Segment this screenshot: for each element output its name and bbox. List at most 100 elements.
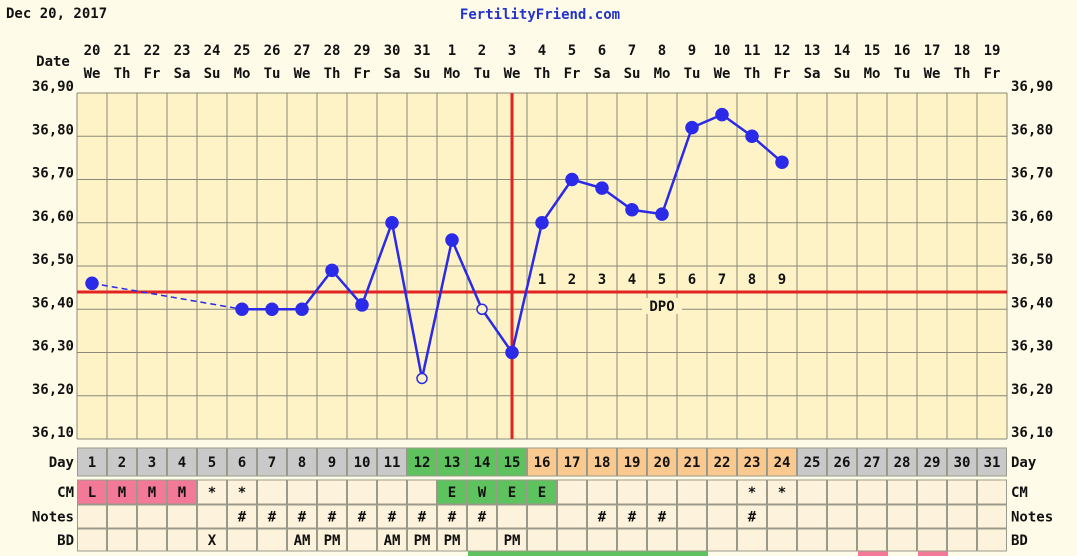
y-tick-label-right: 36,70: [1011, 166, 1053, 182]
row-cell: [527, 479, 557, 505]
x-tick-label: 17: [924, 43, 941, 59]
weekday-label: We: [714, 66, 731, 82]
weekday-label: Th: [744, 66, 761, 82]
weekday-label: Th: [114, 66, 131, 82]
row-cell: [497, 504, 527, 529]
row-cell: [917, 528, 947, 552]
weekday-label: Fr: [564, 66, 581, 82]
weekday-label: Sa: [384, 66, 401, 82]
row-cell: [707, 447, 737, 477]
row-cell: [377, 504, 407, 529]
row-cell: [377, 447, 407, 477]
y-tick-label: 36,80: [32, 122, 74, 138]
dpo-number: 2: [568, 272, 576, 288]
row-cell: [437, 447, 467, 477]
temperature-point: [385, 216, 399, 230]
row-value: 29: [924, 455, 941, 471]
dpo-number: 1: [538, 272, 546, 288]
row-cell: [137, 528, 167, 552]
temperature-point: [445, 233, 459, 247]
row-value: AM: [384, 533, 401, 549]
row-value: 20: [654, 455, 671, 471]
x-tick-label: 25: [234, 43, 251, 59]
row-cell: [107, 528, 137, 552]
row-label: Day: [49, 455, 75, 471]
row-value: #: [238, 510, 247, 526]
weekday-label: Th: [954, 66, 971, 82]
x-tick-label: 7: [628, 43, 636, 59]
row-cell: [317, 479, 347, 505]
row-value: PM: [414, 533, 431, 549]
x-tick-label: 9: [688, 43, 696, 59]
row-cell: [227, 504, 257, 529]
row-cell: [767, 504, 797, 529]
row-cell: [707, 528, 737, 552]
row-value: 2: [118, 455, 126, 471]
x-tick-label: 21: [114, 43, 131, 59]
weekday-label: Th: [324, 66, 341, 82]
row-cell: [557, 504, 587, 529]
temperature-point: [416, 372, 428, 385]
row-cell: [107, 504, 137, 529]
y-tick-label: 36,50: [32, 252, 74, 268]
row-cell: [917, 479, 947, 505]
row-cell: [947, 528, 977, 552]
row-cell: [857, 504, 887, 529]
row-cell: [857, 528, 887, 552]
row-cell: [617, 479, 647, 505]
row-value: 6: [238, 455, 246, 471]
row-label: BD: [57, 533, 74, 549]
weekday-label: Mo: [864, 66, 881, 82]
weekday-label: We: [84, 66, 101, 82]
row-cell: [887, 504, 917, 529]
x-tick-label: 10: [714, 43, 731, 59]
row-cell: [527, 528, 557, 552]
row-cell: [857, 479, 887, 505]
row-cell: [137, 504, 167, 529]
row-cell: [167, 528, 197, 552]
row-cell: [797, 504, 827, 529]
row-cell: [287, 504, 317, 529]
row-cell: [947, 479, 977, 505]
row-cell: [587, 479, 617, 505]
row-cell: [317, 504, 347, 529]
weekday-label: Fr: [984, 66, 1001, 82]
row-value: #: [358, 510, 367, 526]
row-cell: [467, 479, 497, 505]
row-cell: [317, 447, 347, 477]
row-cell: [137, 479, 167, 505]
weekday-label: Sa: [804, 66, 821, 82]
row-cell: [137, 447, 167, 477]
row-cell: [737, 528, 767, 552]
row-cell: [677, 447, 707, 477]
chart-date: Dec 20, 2017: [6, 6, 107, 22]
row-cell: [587, 447, 617, 477]
dpo-number: 3: [598, 272, 606, 288]
weekday-label: Th: [534, 66, 551, 82]
row-cell: [617, 504, 647, 529]
row-cell: [947, 447, 977, 477]
row-value: 19: [624, 455, 641, 471]
row-cell: [257, 504, 287, 529]
y-tick-label-right: 36,60: [1011, 209, 1053, 225]
row-cell: [167, 447, 197, 477]
row-value: *: [208, 485, 216, 501]
temperature-point: [775, 155, 789, 169]
row-cell: [707, 504, 737, 529]
x-tick-label: 14: [834, 43, 851, 59]
row-cell: [887, 479, 917, 505]
row-cell: [917, 504, 947, 529]
x-tick-label: 30: [384, 43, 401, 59]
row-value: PM: [504, 533, 521, 549]
weekday-label: Mo: [444, 66, 461, 82]
row-value: 24: [774, 455, 791, 471]
temperature-point: [235, 302, 249, 316]
chart-title: FertilityFriend.com: [460, 7, 620, 23]
row-cell: [647, 504, 677, 529]
weekday-label: Fr: [774, 66, 791, 82]
row-value: #: [658, 510, 667, 526]
row-value: 10: [354, 455, 371, 471]
row-value: E: [448, 485, 456, 501]
x-tick-label: 29: [354, 43, 371, 59]
